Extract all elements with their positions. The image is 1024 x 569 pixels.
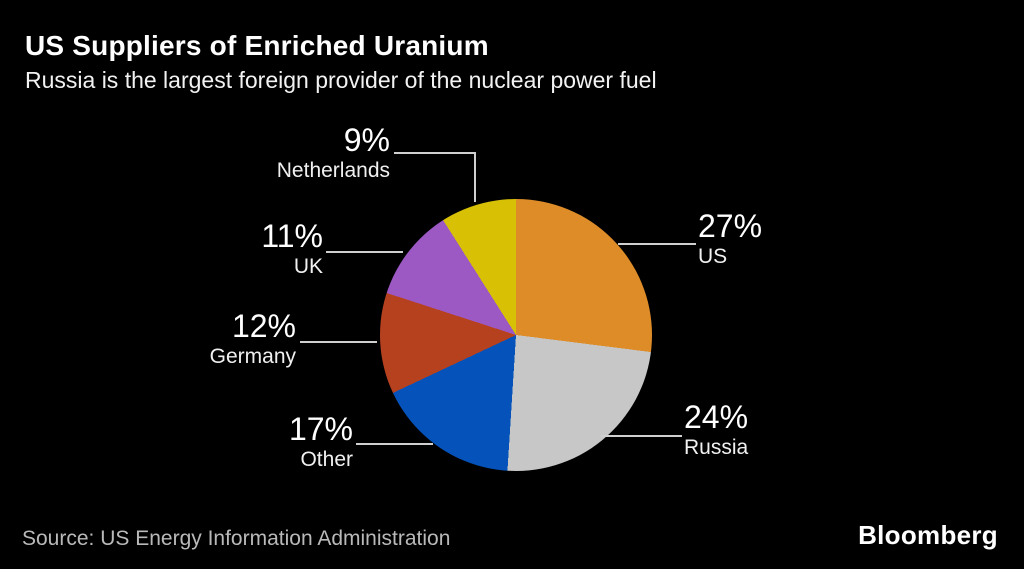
slice-name-russia: Russia: [684, 436, 749, 459]
chart-header: US Suppliers of Enriched Uranium Russia …: [25, 30, 657, 94]
slice-label-netherlands: 9% Netherlands: [277, 124, 390, 183]
callout-line-netherlands: [394, 152, 476, 202]
slice-label-russia: 24% Russia: [684, 401, 748, 460]
callout-line-us: [618, 243, 696, 245]
slice-label-germany: 12% Germany: [210, 310, 296, 369]
callout-line-other: [356, 443, 433, 445]
slice-label-other: 17% Other: [289, 413, 353, 472]
slice-name-other: Other: [300, 448, 353, 471]
pie-chart: [380, 199, 652, 471]
bloomberg-logo: Bloomberg: [858, 520, 998, 550]
source-attribution: Source: US Energy Information Administra…: [22, 527, 451, 550]
slice-name-germany: Germany: [209, 345, 296, 368]
slice-percent-russia: 24%: [684, 399, 749, 435]
slice-name-us: US: [698, 245, 728, 268]
slice-label-uk: 11% UK: [261, 220, 323, 279]
chart-subtitle: Russia is the largest foreign provider o…: [25, 67, 657, 93]
slice-percent-other: 17%: [288, 411, 353, 447]
slice-percent-uk: 11%: [261, 218, 323, 254]
slice-percent-us: 27%: [698, 208, 763, 244]
slice-name-netherlands: Netherlands: [276, 159, 390, 182]
chart-title: US Suppliers of Enriched Uranium: [25, 30, 489, 61]
slice-label-us: 27% US: [698, 210, 762, 269]
slice-percent-germany: 12%: [231, 308, 296, 344]
slice-name-uk: UK: [293, 255, 323, 278]
callout-line-uk: [326, 251, 403, 253]
chart-footer: Source: US Energy Information Administra…: [22, 520, 998, 551]
slice-percent-netherlands: 9%: [343, 122, 390, 158]
callout-line-russia: [601, 435, 682, 437]
callout-line-germany: [300, 341, 377, 343]
